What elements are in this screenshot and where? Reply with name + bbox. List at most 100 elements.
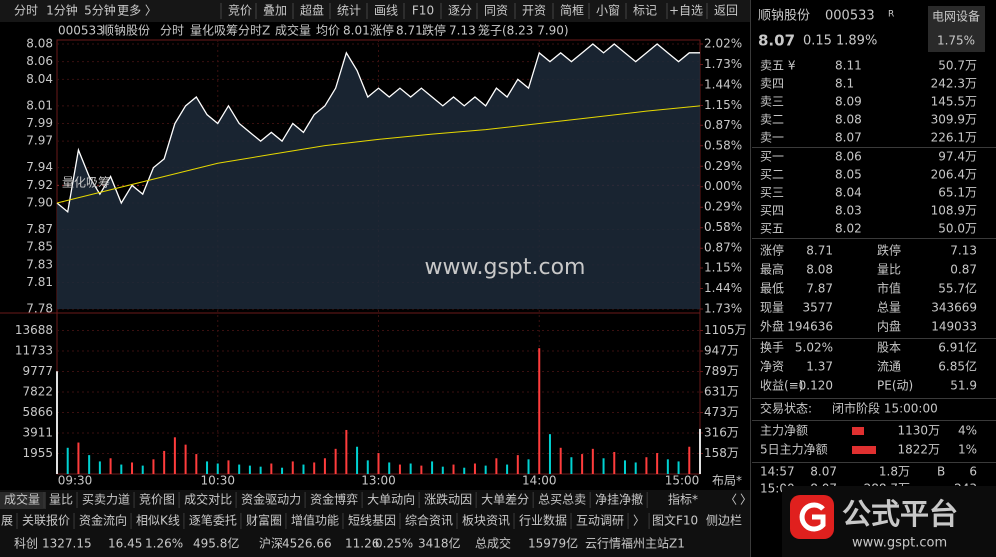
header-limit-down-label: 跌停 xyxy=(422,23,446,38)
volume-bar xyxy=(377,453,380,474)
tab[interactable]: 板块资讯 xyxy=(462,514,510,528)
status-item: 15979亿 xyxy=(528,536,578,551)
volume-bar xyxy=(656,453,659,474)
tab[interactable]: 〉 xyxy=(633,514,645,528)
status-item: 科创 xyxy=(14,537,38,551)
book-volume: 50.7万 xyxy=(938,59,977,73)
toolbar-button[interactable]: 画线 xyxy=(374,4,398,18)
tab[interactable]: 互动调研 xyxy=(576,514,624,528)
tab[interactable]: 相似K线 xyxy=(136,514,180,528)
volume-bar xyxy=(248,465,251,474)
active-tab xyxy=(0,492,46,509)
tab[interactable]: 大单动向 xyxy=(367,492,415,507)
indicator-control[interactable]: 〉 xyxy=(740,493,752,507)
tab[interactable]: 竞价图 xyxy=(139,493,175,507)
book-label: 卖四 xyxy=(760,77,784,91)
toolbar-button[interactable]: F10 xyxy=(412,4,434,18)
tab[interactable]: 展 xyxy=(1,514,13,528)
toolbar xyxy=(0,0,750,22)
tab[interactable]: 短线基因 xyxy=(348,514,396,528)
stat-label: 现量 xyxy=(760,301,784,315)
price-tick-label: 7.83 xyxy=(26,257,53,271)
book-volume: 226.1万 xyxy=(931,131,977,145)
stat-label: 股本 xyxy=(877,341,901,355)
volume-bar xyxy=(688,446,691,474)
toolbar-button[interactable]: 简框 xyxy=(560,4,584,18)
stat-value: 1.37 xyxy=(806,360,833,374)
stat-label: 内盘 xyxy=(877,319,901,334)
volume-bar xyxy=(206,461,209,474)
volume-bar xyxy=(109,458,112,474)
tab[interactable]: 大单差分 xyxy=(481,493,529,507)
indicator-control[interactable]: 〈 xyxy=(725,493,737,507)
volume-bar xyxy=(452,464,455,474)
tab[interactable]: 总买总卖 xyxy=(538,493,586,507)
toolbar-button[interactable]: 返回 xyxy=(714,4,738,18)
header-indicator: 量化吸筹分时Z xyxy=(190,24,270,38)
header-volume: 成交量 xyxy=(275,23,311,38)
percent-tick-label: 0.29% xyxy=(704,159,742,173)
volume-bar xyxy=(216,463,219,474)
percent-tick-label: 0.58% xyxy=(704,138,742,152)
tab[interactable]: 行业数据 xyxy=(519,513,567,528)
toolbar-button[interactable]: 标记 xyxy=(633,4,657,18)
book-price: 8.08 xyxy=(835,113,862,127)
stat-value: 6.91亿 xyxy=(938,340,977,355)
stat-label: 量比 xyxy=(877,263,901,277)
volume-bar xyxy=(409,463,412,474)
toolbar-button[interactable]: 竞价 xyxy=(228,4,252,18)
stat-value: 7.87 xyxy=(806,282,833,296)
volume-bar xyxy=(141,465,144,474)
trade-count: 6 xyxy=(969,465,977,479)
tab[interactable]: 分时 xyxy=(14,4,38,18)
time-tick-label: 10:30 xyxy=(200,474,235,488)
tab[interactable]: 买卖力道 xyxy=(82,493,130,507)
volume-bar xyxy=(356,446,359,474)
tab[interactable]: 5分钟 xyxy=(84,3,116,18)
annotation: 量化吸筹 xyxy=(62,176,110,190)
stat-label: 跌停 xyxy=(877,243,901,258)
toolbar-button[interactable]: 统计 xyxy=(337,4,361,18)
volume-bar xyxy=(323,458,326,474)
stat-value: 343669 xyxy=(931,301,977,315)
stock-code: 000533 xyxy=(825,9,875,24)
stat-label: PE(动) xyxy=(877,379,913,393)
tab[interactable]: 资金驱动力 xyxy=(241,492,301,507)
toolbar-button[interactable]: 开资 xyxy=(522,4,546,18)
side-tab[interactable]: 侧边栏 xyxy=(706,513,742,528)
tab[interactable]: 综合资讯 xyxy=(405,513,453,528)
stat-label: 涨停 xyxy=(760,243,784,258)
toolbar-button[interactable]: 叠加 xyxy=(263,4,287,18)
tab[interactable]: 净挂净撤 xyxy=(595,492,643,507)
toolbar-button[interactable]: 超盘 xyxy=(300,3,324,18)
tab[interactable]: 资金流向 xyxy=(79,513,127,528)
tab[interactable]: 逐笔委托 xyxy=(189,513,237,528)
layout-button[interactable]: 布局* xyxy=(712,474,742,488)
toolbar-button[interactable]: +自选 xyxy=(669,4,703,18)
header-mode: 分时 xyxy=(160,24,184,38)
toolbar-button[interactable]: 小窗 xyxy=(596,4,620,18)
tab[interactable]: 成交对比 xyxy=(184,492,232,507)
stat-label: 市值 xyxy=(877,281,901,296)
tab[interactable]: 涨跌动因 xyxy=(424,492,472,507)
volume-bar xyxy=(313,462,316,474)
tab[interactable]: 成交量 xyxy=(4,492,40,507)
tab[interactable]: 1分钟 xyxy=(46,3,78,18)
tab[interactable]: 财富圈 xyxy=(246,513,282,528)
volume-bar xyxy=(281,467,284,474)
volume-bar xyxy=(334,448,337,474)
volume-bar xyxy=(623,460,626,474)
volume-bar xyxy=(98,461,101,474)
stat-label: 净资 xyxy=(760,360,784,374)
side-tab[interactable]: 图文F10 xyxy=(652,513,698,528)
tab[interactable]: 更多 〉 xyxy=(117,4,157,18)
toolbar-button[interactable]: 逐分 xyxy=(448,4,472,18)
tab[interactable]: 量比 xyxy=(49,493,73,507)
tab[interactable]: 关联报价 xyxy=(22,513,70,528)
tab[interactable]: 增值功能 xyxy=(291,513,339,528)
sector-box xyxy=(928,6,985,52)
toolbar-button[interactable]: 同资 xyxy=(484,4,508,18)
indicator-control[interactable]: 指标* xyxy=(668,492,698,507)
tab[interactable]: 资金博弈 xyxy=(310,492,358,507)
